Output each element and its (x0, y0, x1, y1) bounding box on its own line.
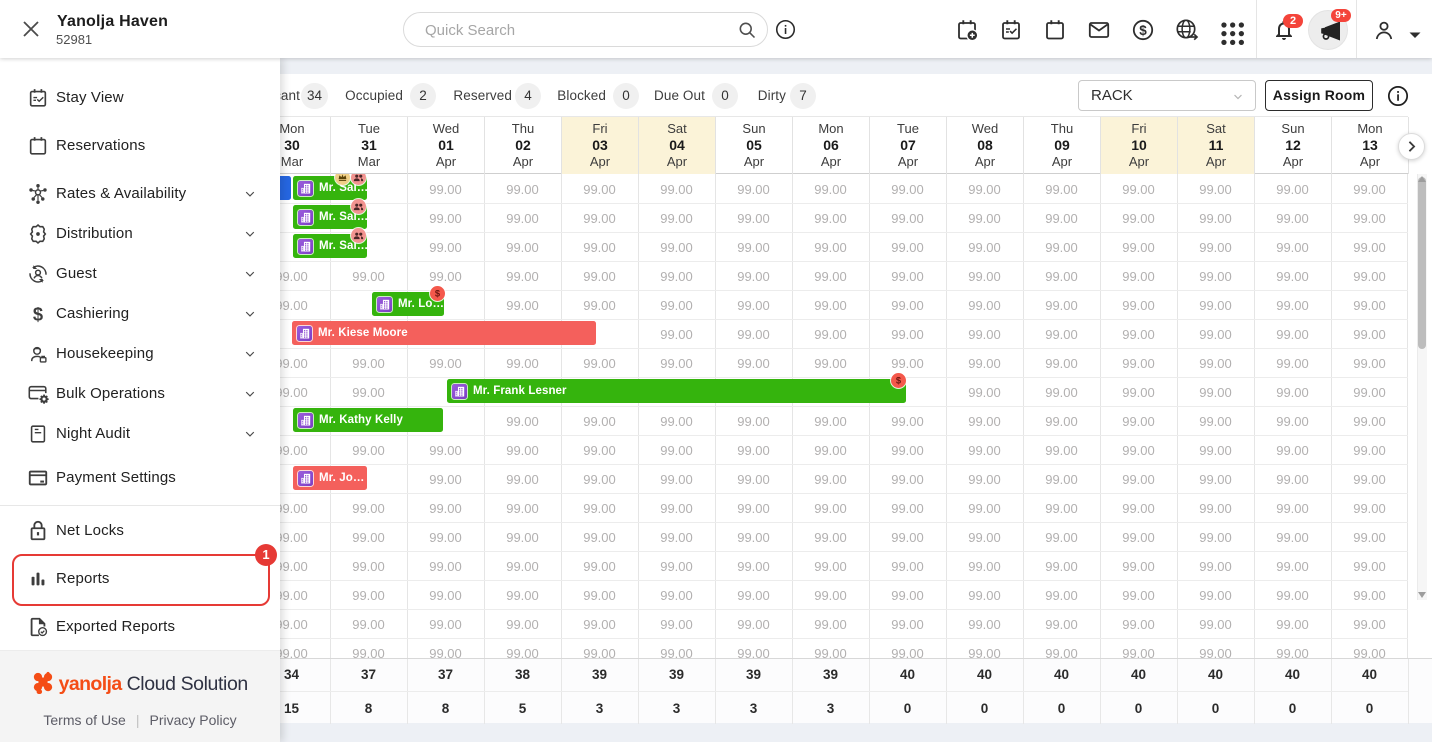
svg-text:$: $ (33, 303, 43, 324)
svg-text:$: $ (434, 288, 440, 298)
svg-text:$: $ (895, 375, 901, 385)
svg-text:$: $ (1139, 23, 1147, 38)
